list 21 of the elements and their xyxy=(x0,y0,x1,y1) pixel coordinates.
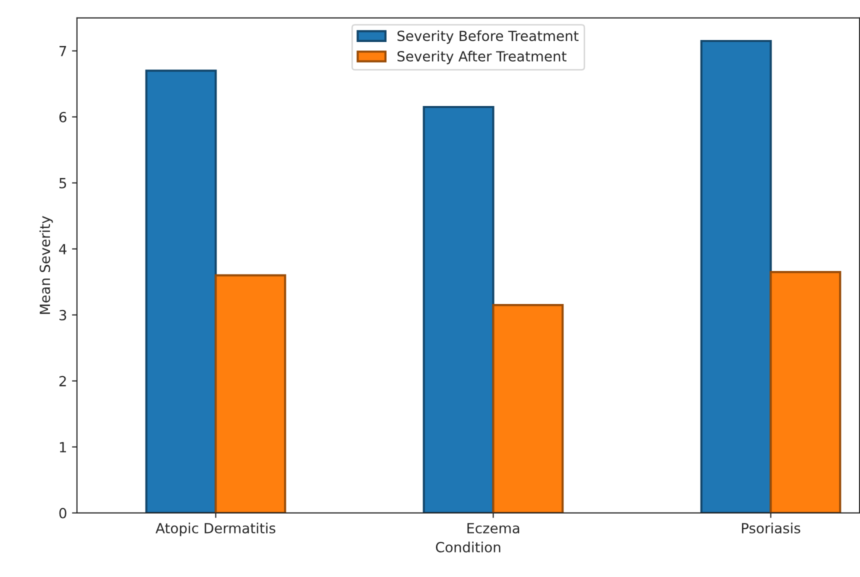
y-tick-label: 2 xyxy=(59,376,66,386)
y-tick-label: 7 xyxy=(60,46,66,56)
legend-label: Severity After Treatment xyxy=(398,50,566,64)
y-tick-label: 3 xyxy=(59,310,66,320)
bar xyxy=(492,304,564,513)
bar xyxy=(770,270,842,513)
bar xyxy=(700,40,772,513)
y-axis-title: Mean Severity xyxy=(39,216,53,314)
y-tick-label: 1 xyxy=(60,442,66,452)
y-tick-label: 0 xyxy=(59,508,66,518)
y-tick-label: 5 xyxy=(59,178,66,188)
y-tick-label: 6 xyxy=(59,112,66,122)
x-tick-label: Eczema xyxy=(467,523,520,534)
bar xyxy=(214,274,286,513)
legend-label: Severity Before Treatment xyxy=(398,30,579,44)
x-axis-title: Condition xyxy=(436,542,500,552)
x-tick-label: Psoriasis xyxy=(742,522,800,534)
y-tick-label: 4 xyxy=(59,244,66,254)
bar xyxy=(145,70,217,513)
bar xyxy=(422,106,494,513)
x-tick-label: Atopic Dermatitis xyxy=(156,522,276,536)
